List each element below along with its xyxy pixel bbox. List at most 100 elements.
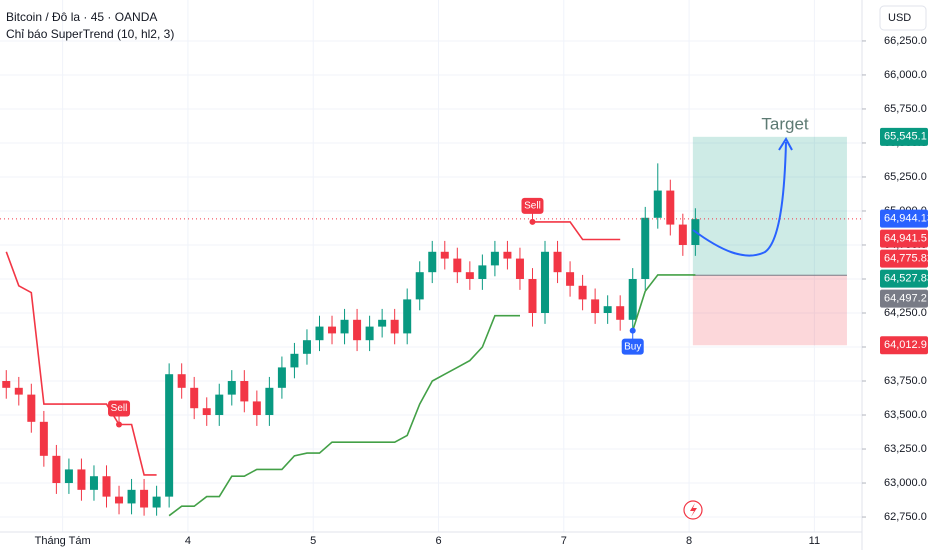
candle-body [378, 319, 387, 327]
candle-body [277, 367, 286, 388]
candle-body [490, 251, 499, 266]
candle-body [428, 251, 437, 273]
plot: Sell Sell Buy [0, 136, 862, 517]
candle-body [541, 251, 550, 313]
x-tick-label: 5 [310, 535, 316, 547]
price-tag [880, 336, 928, 355]
target-zone [692, 136, 847, 276]
target-label: Target [761, 114, 809, 133]
price-tag [880, 269, 928, 288]
x-tick-label: 4 [185, 535, 191, 547]
candle-body [616, 306, 625, 320]
candle-body [240, 381, 249, 402]
currency-box[interactable] [879, 5, 927, 31]
candle-body [353, 319, 362, 341]
candle-body [89, 476, 98, 490]
candle-body [528, 278, 537, 313]
stop-zone [692, 275, 847, 346]
candle-body [115, 496, 124, 504]
candle-body [628, 278, 637, 320]
candle-body [478, 265, 487, 279]
y-tick-label: 62,750.0 [884, 511, 927, 523]
candle-body [666, 190, 675, 225]
price-tag-label: 64,944.13 [884, 212, 932, 224]
candle-body [64, 469, 73, 484]
candle-body [578, 285, 587, 300]
y-tick-label: 65,750.0 [884, 103, 927, 115]
y-tick-label: 65,250.0 [884, 171, 927, 183]
price-tag-label: 64,012.9 [884, 339, 927, 351]
y-tick-label: 63,750.0 [884, 375, 927, 387]
grid [0, 0, 862, 532]
candle-body [315, 326, 324, 341]
forecast-curve [692, 141, 787, 257]
signal-box [521, 197, 544, 214]
y-tick-label: 63,250.0 [884, 443, 927, 455]
candle-body [365, 326, 374, 341]
forecast-arrow [778, 137, 793, 151]
price-tag-label: 64,527.83 [884, 272, 932, 284]
price-tag-label: 64,497.2 [884, 292, 927, 304]
signal-label: Sell [524, 201, 541, 212]
candle-body [340, 319, 349, 334]
x-tick-label: 11 [809, 535, 820, 547]
price-tag-label: 65,545.1 [884, 131, 927, 143]
candle-body [252, 401, 261, 416]
candle-body [52, 455, 61, 484]
candle-body [653, 190, 662, 218]
x-tick-label: 8 [686, 535, 692, 547]
price-tag [880, 249, 928, 268]
x-tick-label: 6 [435, 535, 441, 547]
candle-body [328, 326, 337, 334]
signal-dot [529, 218, 536, 225]
signal-box [621, 338, 644, 355]
price-tag-label: 64,941.5 [884, 232, 927, 244]
candle-body [127, 489, 136, 504]
candle-body [290, 353, 299, 368]
candle-body [177, 374, 186, 388]
candle-body [566, 272, 575, 286]
symbol-title: Bitcoin / Đô la · 45 · OANDA [6, 10, 157, 24]
candle-body [14, 387, 23, 395]
candle-body [465, 272, 474, 279]
price-tag [880, 289, 928, 308]
candle-body [77, 469, 86, 490]
candle-body [102, 476, 111, 497]
candle-body [152, 496, 161, 508]
supertrend-down [5, 221, 621, 476]
y-tick-label: 66,000.0 [884, 69, 927, 81]
axes: 62,750.0 63,000.0 63,250.0 63,500.0 63,750.0… [35, 35, 932, 547]
signal-dot [116, 421, 123, 428]
y-tick-label: 66,250.0 [884, 35, 927, 47]
candle-body [302, 340, 311, 354]
signal-label: Sell [111, 403, 128, 414]
candle-body [390, 319, 399, 334]
supertrend-up [168, 274, 696, 517]
currency: USD [888, 12, 911, 24]
candle-body [553, 251, 562, 273]
price-tag [880, 229, 928, 248]
indicator-title: Chỉ báo SuperTrend (10, hl2, 3) [6, 27, 174, 41]
signal-label: Buy [624, 341, 641, 352]
candle-body [27, 394, 36, 422]
candle-body [2, 381, 11, 388]
candle-body [165, 374, 174, 497]
candle-body [227, 381, 236, 395]
candle-body [503, 251, 512, 259]
event-icon-bolt [690, 503, 697, 517]
y-tick-label: 63,000.0 [884, 477, 927, 489]
candle-body [440, 251, 449, 259]
candle-body [403, 299, 412, 334]
price-tag [880, 127, 928, 146]
y-tick-label: 63,500.0 [884, 409, 927, 421]
candle-body [678, 224, 687, 245]
candle-body [265, 387, 274, 416]
candle-body [603, 306, 612, 313]
price-tag [880, 209, 928, 228]
candle-body [190, 387, 199, 409]
signal-box [108, 400, 131, 417]
candle-body [641, 217, 650, 279]
candle-body [515, 258, 524, 279]
candle-body [140, 489, 149, 508]
